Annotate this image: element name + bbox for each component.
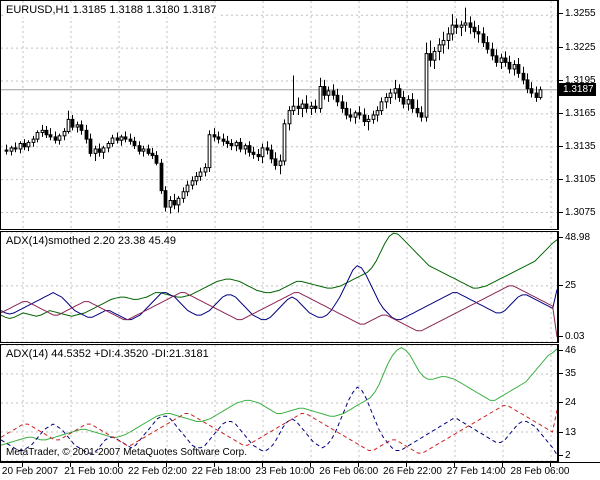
- scale-tick: 1.3255: [559, 7, 596, 20]
- time-axis-label: 26 Feb 22:00: [383, 466, 442, 477]
- price-chart-panel[interactable]: EURUSD,H1 1.3185 1.3188 1.3180 1.3187: [0, 0, 558, 230]
- time-axis-tick: [70, 463, 71, 467]
- scale-tick: 13: [559, 426, 576, 439]
- scale-tick: 1.3135: [559, 140, 596, 153]
- current-price-label: 1.3187: [559, 82, 596, 96]
- time-axis-label: 27 Feb 14:00: [446, 466, 506, 477]
- copyright-text: MetaTrader, © 2001-2007 MetaQuotes Softw…: [6, 447, 248, 458]
- time-axis-label: 26 Feb 06:00: [319, 466, 379, 477]
- time-axis-label: 22 Feb 18:00: [191, 466, 251, 477]
- adx-panel[interactable]: ADX(14) 44.5352 +DI:4.3520 -DI:21.3181 M…: [0, 344, 558, 462]
- time-axis-tick: [22, 463, 23, 467]
- scale-tick: 1.3075: [559, 206, 596, 219]
- adx-plot-area[interactable]: [1, 345, 557, 461]
- adx-smoothed-svg: [1, 232, 557, 342]
- adx-scale[interactable]: 46 35 24 13 2: [558, 344, 600, 462]
- time-axis[interactable]: 20 Feb 2007 21 Feb 10:00 22 Feb 02:00 22 Fe…: [0, 462, 600, 480]
- scale-tick: 1.3105: [559, 173, 596, 186]
- time-axis-label: 20 Feb 2007: [1, 466, 59, 477]
- time-axis-tick: [454, 463, 455, 467]
- scale-tick: 1.3195: [559, 74, 596, 87]
- adx-smoothed-plot-area[interactable]: [1, 232, 557, 342]
- scale-tick: 1.3165: [559, 107, 596, 120]
- scale-tick: 24: [559, 396, 576, 409]
- time-axis-tick: [262, 463, 263, 467]
- scale-tick: 2: [559, 449, 571, 462]
- price-scale[interactable]: 1.3255 1.3225 1.3195 1.3165 1.3135 1.3105 1.30…: [558, 0, 600, 230]
- price-panel-label: EURUSD,H1 1.3185 1.3188 1.3180 1.3187: [6, 4, 219, 17]
- time-axis-tick: [166, 463, 167, 467]
- time-axis-label: 21 Feb 10:00: [64, 466, 124, 477]
- time-axis-tick: [502, 463, 503, 467]
- time-axis-tick: [550, 463, 551, 467]
- adx-svg: [1, 345, 557, 461]
- adx-panel-label: ADX(14) 44.5352 +DI:4.3520 -DI:21.3181: [6, 348, 211, 361]
- price-plot-area[interactable]: [1, 1, 557, 229]
- adx-smoothed-panel-label: ADX(14)smothed 2.20 23.38 45.49: [6, 235, 179, 248]
- time-axis-label: 23 Feb 10:00: [255, 466, 315, 477]
- adx-smoothed-scale[interactable]: 48.98 25 0.03: [558, 231, 600, 343]
- time-axis-label: 28 Feb 06:00: [510, 466, 570, 477]
- scale-tick: 1.3225: [559, 41, 596, 54]
- time-axis-tick: [358, 463, 359, 467]
- scale-tick: 0.03: [559, 330, 584, 343]
- time-axis-tick: [406, 463, 407, 467]
- scale-tick: 25: [559, 279, 576, 292]
- price-candlestick-svg: [1, 1, 557, 229]
- scale-tick: 35: [559, 367, 576, 380]
- scale-tick: 46: [559, 344, 576, 357]
- time-axis-label: 22 Feb 02:00: [128, 466, 187, 477]
- adx-smoothed-panel[interactable]: ADX(14)smothed 2.20 23.38 45.49: [0, 231, 558, 343]
- time-axis-tick: [214, 463, 215, 467]
- scale-tick: 48.98: [559, 231, 590, 244]
- time-axis-tick: [118, 463, 119, 467]
- time-axis-tick: [310, 463, 311, 467]
